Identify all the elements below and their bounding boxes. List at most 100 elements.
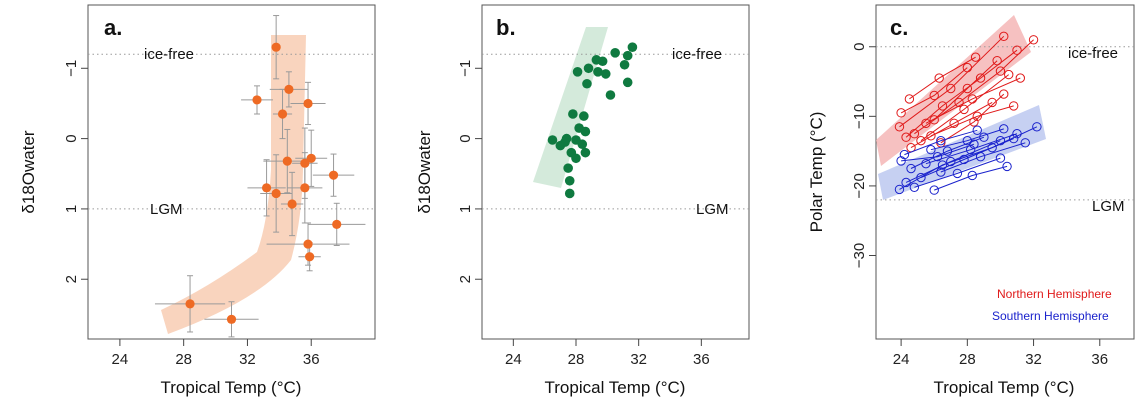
- c-x-tick-label: 32: [1025, 351, 1042, 368]
- series-point: [969, 139, 979, 149]
- c-x-tick-label: 24: [893, 351, 910, 368]
- panel-c-nh-trend-band: [876, 15, 1031, 166]
- panel-b-x-axis-title: Tropical Temp (°C): [545, 378, 686, 397]
- b-y-tick-label: 1: [457, 205, 474, 213]
- series-point: [1015, 73, 1026, 83]
- series-line: [909, 56, 976, 100]
- series-point: [967, 170, 977, 181]
- panel-b-y-axis-title: δ18Owater: [415, 130, 434, 214]
- series-point: [901, 132, 911, 142]
- data-point: [303, 239, 313, 249]
- a-x-tick-label: 28: [175, 351, 192, 368]
- series-point: [894, 184, 905, 195]
- a-x-tick-label: 36: [303, 351, 320, 368]
- data-point: [582, 78, 592, 89]
- a-x-tick-label: 24: [112, 351, 129, 368]
- data-point: [605, 90, 616, 100]
- panel-a-letter: a.: [104, 15, 122, 40]
- c-y-tick-label: 0: [851, 43, 868, 51]
- series-point: [896, 108, 906, 118]
- series-point: [909, 129, 920, 139]
- c-x-tick-label: 36: [1091, 351, 1108, 368]
- b-x-tick-label: 32: [630, 351, 647, 368]
- data-point: [547, 135, 558, 145]
- series-point: [937, 101, 948, 111]
- series-point: [929, 115, 939, 125]
- data-point: [303, 98, 313, 109]
- series-point: [959, 154, 969, 165]
- panel-c: 24 28 32 36 0 −10 −20 −30 c. ice-free LGM Nort…: [807, 4, 1135, 397]
- series-point: [936, 135, 946, 146]
- series-point: [987, 142, 997, 153]
- c-y-tick-label: −10: [851, 104, 868, 129]
- a-y-tick-label: 1: [63, 205, 80, 213]
- series-point: [975, 151, 986, 162]
- series-point: [954, 97, 964, 108]
- c-y-tick-label: −30: [851, 243, 868, 268]
- a-y-tick-label: −1: [63, 60, 80, 77]
- a-y-tick-label: 2: [63, 275, 80, 283]
- a-y-tick-label: 0: [63, 134, 80, 142]
- series-point: [1028, 35, 1039, 45]
- series-line: [899, 35, 1005, 128]
- c-x-tick-label: 28: [959, 351, 976, 368]
- series-line: [901, 143, 975, 162]
- series-point: [929, 90, 939, 101]
- series-point: [992, 55, 1002, 66]
- panel-b-ref-label-lgm: LGM: [696, 201, 729, 218]
- series-point: [926, 131, 936, 141]
- data-point: [619, 59, 630, 70]
- series-point: [916, 172, 926, 183]
- series-line: [900, 67, 968, 114]
- panel-b-plot-frame: [481, 4, 750, 340]
- series-line: [933, 60, 998, 121]
- series-point: [901, 177, 911, 188]
- data-point: [564, 175, 575, 186]
- a-x-tick-label: 32: [239, 351, 256, 368]
- series-point: [934, 73, 944, 83]
- series-line: [930, 128, 1004, 151]
- panel-c-letter: c.: [890, 15, 908, 40]
- series-point: [936, 167, 946, 177]
- series-point: [894, 122, 905, 132]
- data-point: [271, 188, 281, 199]
- data-point: [282, 156, 292, 166]
- series-point: [942, 146, 953, 156]
- panel-b-ref-label-ice-free: ice-free: [672, 46, 722, 63]
- data-point: [271, 42, 281, 52]
- data-point: [305, 252, 315, 262]
- panel-c-legend-nh: Northern Hemisphere: [997, 287, 1112, 301]
- series-point: [946, 156, 956, 167]
- series-point: [959, 104, 969, 115]
- data-point: [332, 219, 342, 229]
- series-line: [940, 93, 1005, 144]
- series-point: [999, 89, 1009, 99]
- data-point: [328, 170, 339, 180]
- panel-a-ref-label-ice-free: ice-free: [144, 46, 194, 63]
- panel-b: 24 28 32 36 −1 0 1 2 b. ice-free LGM Tropical …: [415, 4, 750, 397]
- series-line: [910, 101, 993, 149]
- series-point: [987, 97, 997, 108]
- series-line: [930, 105, 1014, 137]
- data-point: [600, 69, 611, 79]
- series-point: [995, 153, 1006, 163]
- series-point: [972, 125, 982, 135]
- series-line: [905, 140, 1001, 183]
- panel-a: 24 28 32 36 −1 0 1 2 a. ice-free LGM Tropical …: [19, 4, 376, 397]
- data-point: [627, 42, 638, 52]
- data-point: [277, 109, 288, 119]
- panel-a-x-axis-title: Tropical Temp (°C): [161, 378, 302, 397]
- series-point: [975, 73, 986, 83]
- series-point: [1020, 138, 1030, 148]
- panel-a-y-axis-title: δ18Owater: [19, 130, 38, 214]
- series-point: [949, 118, 959, 128]
- series-point: [896, 156, 906, 166]
- data-point: [185, 299, 195, 309]
- b-y-tick-label: 2: [457, 275, 474, 283]
- panel-b-trend-band: [533, 27, 608, 188]
- series-point: [1032, 122, 1042, 132]
- series-point: [1004, 69, 1014, 80]
- data-point: [300, 183, 310, 193]
- series-point: [962, 62, 973, 73]
